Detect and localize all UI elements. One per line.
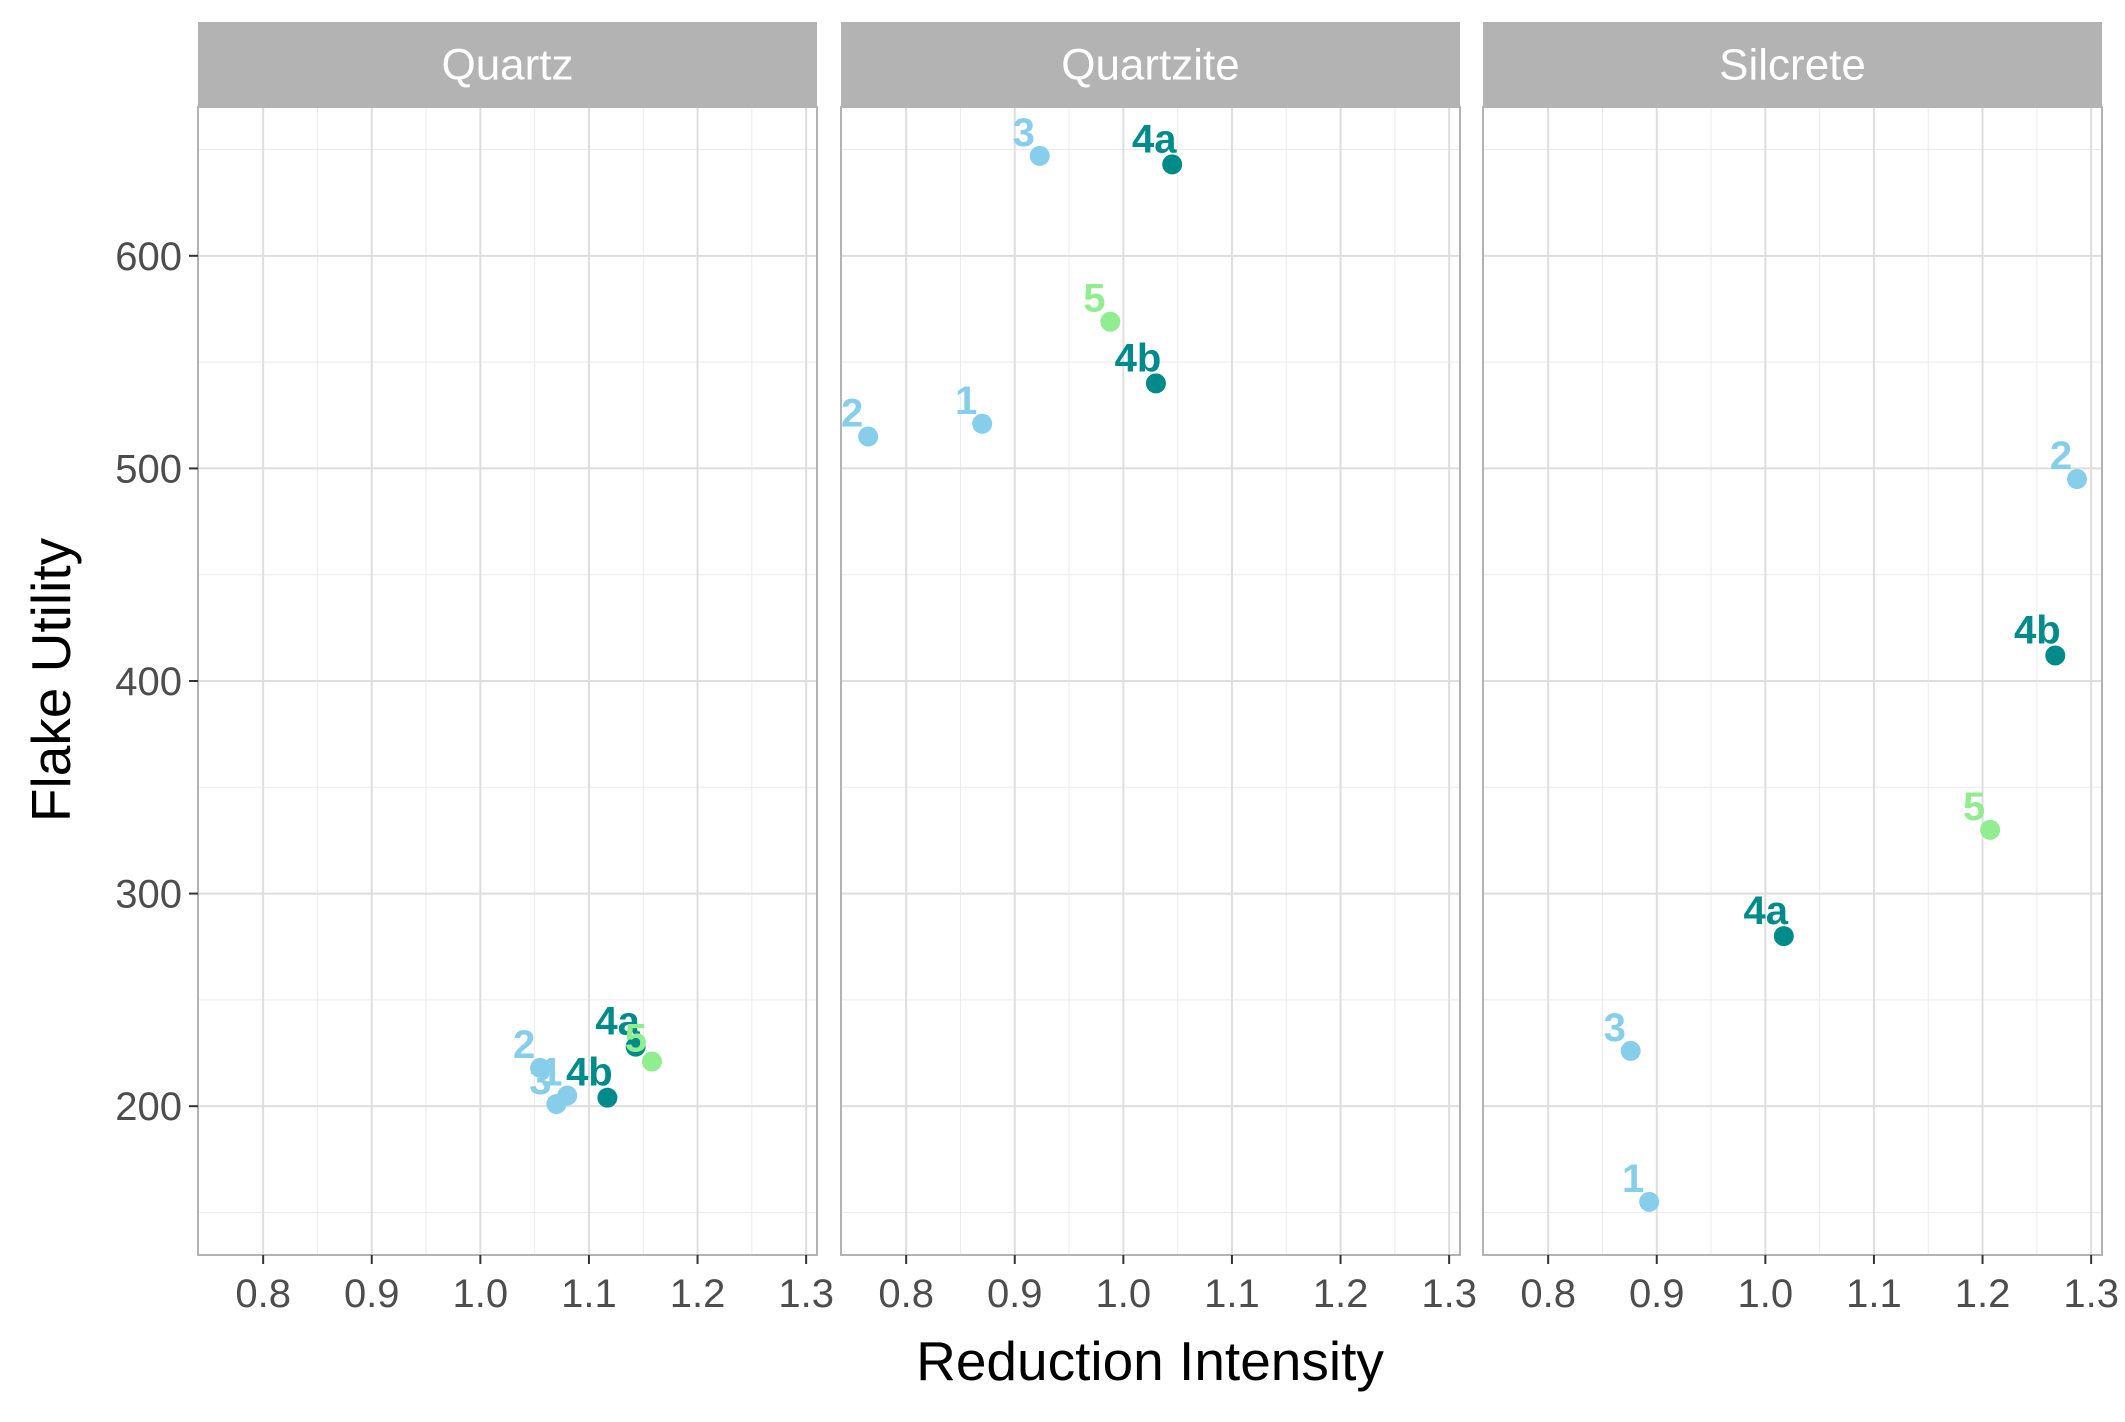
data-label-quartzite-3: 3: [1013, 111, 1035, 155]
data-point-quartzite-4b: [1145, 373, 1166, 394]
strip-quartzite: [841, 22, 1460, 107]
y-tick-label: 500: [115, 447, 182, 491]
x-tick-label: 1.0: [1096, 1272, 1152, 1316]
x-tick-label: 1.3: [2063, 1272, 2119, 1316]
x-tick-label: 1.2: [1313, 1272, 1369, 1316]
data-label-quartzite-4b: 4b: [1115, 336, 1162, 380]
data-point-silcrete-1: [1639, 1191, 1660, 1212]
strip-label-quartzite: Quartzite: [1061, 41, 1240, 90]
data-label-silcrete-5: 5: [1963, 785, 1985, 829]
strip-label-quartz: Quartz: [441, 41, 573, 90]
x-tick-label: 1.0: [453, 1272, 509, 1316]
data-point-quartz-4b: [597, 1087, 618, 1108]
x-tick-label: 0.9: [1629, 1272, 1685, 1316]
data-point-silcrete-2: [2067, 469, 2088, 490]
data-point-quartz-3: [546, 1094, 567, 1115]
data-point-quartz-4a: [625, 1036, 646, 1057]
y-tick-label: 400: [115, 660, 182, 704]
data-label-quartz-1: 1: [540, 1051, 562, 1095]
data-label-silcrete-4b: 4b: [2014, 608, 2061, 652]
x-tick-label: 1.2: [1955, 1272, 2011, 1316]
data-label-silcrete-2: 2: [2050, 434, 2072, 478]
x-tick-label: 0.8: [878, 1272, 934, 1316]
x-axis-title: Reduction Intensity: [916, 1330, 1384, 1392]
data-point-quartzite-3: [1029, 145, 1050, 166]
data-label-silcrete-4a: 4a: [1744, 889, 1789, 933]
data-label-silcrete-1: 1: [1622, 1157, 1644, 1201]
strip-quartz: [198, 22, 817, 107]
x-tick-label: 0.9: [987, 1272, 1043, 1316]
x-tick-label: 1.3: [778, 1272, 834, 1316]
x-tick-label: 0.8: [1520, 1272, 1576, 1316]
data-label-quartz-5: 5: [625, 1017, 647, 1061]
data-label-quartz-4b: 4b: [566, 1051, 613, 1095]
x-tick-label: 1.3: [1421, 1272, 1477, 1316]
data-point-silcrete-4a: [1773, 926, 1794, 947]
data-point-quartzite-1: [972, 413, 993, 434]
y-tick-label: 200: [115, 1085, 182, 1129]
data-label-quartzite-4a: 4a: [1132, 117, 1177, 161]
x-tick-label: 1.0: [1738, 1272, 1794, 1316]
data-point-silcrete-3: [1620, 1040, 1641, 1061]
data-point-quartzite-5: [1100, 311, 1121, 332]
data-label-quartzite-2: 2: [841, 392, 863, 436]
x-tick-label: 0.8: [235, 1272, 291, 1316]
data-point-silcrete-5: [1980, 819, 2001, 840]
data-point-quartzite-2: [858, 426, 879, 447]
data-label-quartzite-1: 1: [955, 379, 977, 423]
data-label-quartz-4a: 4a: [595, 1000, 640, 1044]
y-tick-label: 600: [115, 235, 182, 279]
x-tick-label: 1.2: [670, 1272, 726, 1316]
data-point-quartz-5: [641, 1051, 662, 1072]
x-tick-label: 1.1: [1204, 1272, 1260, 1316]
data-point-quartzite-4a: [1162, 154, 1183, 175]
x-tick-label: 1.1: [561, 1272, 617, 1316]
data-label-silcrete-3: 3: [1604, 1006, 1626, 1050]
x-tick-label: 1.1: [1846, 1272, 1902, 1316]
y-axis-title: Flake Utility: [20, 537, 82, 822]
y-tick-label: 300: [115, 873, 182, 917]
data-label-quartz-2: 2: [513, 1023, 535, 1067]
data-label-quartz-3: 3: [529, 1059, 551, 1103]
strip-label-silcrete: Silcrete: [1719, 41, 1866, 90]
data-point-quartz-2: [530, 1057, 551, 1078]
strip-silcrete: [1483, 22, 2102, 107]
x-tick-label: 0.9: [344, 1272, 400, 1316]
data-label-quartzite-5: 5: [1083, 277, 1105, 321]
data-point-silcrete-4b: [2045, 645, 2066, 666]
